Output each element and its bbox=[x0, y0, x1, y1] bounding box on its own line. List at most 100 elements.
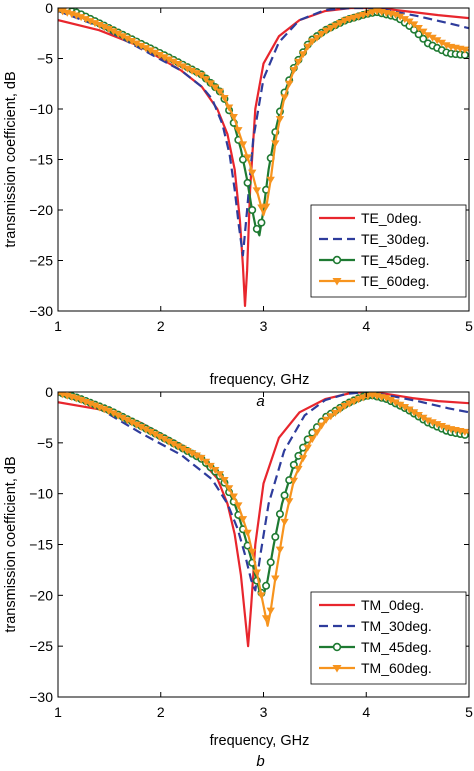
data-point bbox=[428, 34, 437, 42]
x-tick-label: 4 bbox=[362, 704, 370, 720]
data-point bbox=[192, 452, 201, 460]
x-tick-label: 5 bbox=[465, 318, 473, 334]
data-point bbox=[234, 127, 243, 135]
data-point bbox=[437, 422, 446, 430]
y-tick-label: −25 bbox=[29, 253, 53, 269]
legend-label: TM_30deg. bbox=[361, 618, 432, 634]
data-point bbox=[317, 422, 326, 430]
data-point bbox=[211, 466, 220, 474]
legend: TE_0deg. TE_30deg. TE_45deg. TE_60deg. bbox=[310, 204, 467, 298]
data-point bbox=[86, 400, 95, 408]
data-point bbox=[409, 409, 419, 417]
legend-entry: TM_0deg. bbox=[319, 597, 424, 613]
data-point bbox=[354, 396, 363, 404]
x-tick-label: 2 bbox=[157, 704, 165, 720]
y-axis-label: transmission coefficient, dB bbox=[3, 456, 19, 632]
data-point bbox=[123, 417, 132, 425]
data-point bbox=[289, 477, 299, 485]
data-point bbox=[127, 419, 137, 427]
data-point bbox=[460, 428, 469, 436]
panel-label: b bbox=[256, 753, 264, 770]
legend-marker bbox=[332, 642, 342, 652]
data-point bbox=[382, 394, 391, 402]
data-point bbox=[409, 21, 419, 29]
data-point bbox=[183, 65, 192, 73]
legend-label: TE_60deg. bbox=[361, 273, 430, 289]
data-point bbox=[192, 70, 201, 78]
data-point bbox=[303, 43, 312, 51]
data-point bbox=[58, 392, 62, 398]
series-TE_60deg. bbox=[58, 8, 469, 217]
legend-entry: TM_60deg. bbox=[319, 660, 432, 676]
data-point bbox=[238, 155, 247, 164]
x-axis-label: frequency, GHz bbox=[210, 733, 310, 749]
data-point bbox=[76, 397, 86, 405]
y-tick-label: −25 bbox=[29, 638, 53, 654]
data-point bbox=[141, 45, 151, 53]
data-point bbox=[271, 532, 280, 541]
data-point bbox=[308, 436, 317, 444]
data-point bbox=[104, 408, 114, 416]
data-point bbox=[275, 116, 285, 124]
data-point bbox=[266, 607, 275, 615]
data-point bbox=[90, 402, 100, 410]
data-point bbox=[395, 13, 405, 21]
data-point bbox=[201, 76, 211, 84]
data-point bbox=[331, 22, 340, 30]
series-TE_45deg. bbox=[58, 8, 469, 237]
data-point bbox=[118, 414, 127, 422]
data-point bbox=[206, 462, 215, 470]
data-point bbox=[132, 40, 141, 48]
data-point bbox=[238, 141, 248, 149]
data-point bbox=[345, 400, 354, 408]
series-TM_60deg. bbox=[58, 392, 469, 627]
data-point bbox=[215, 88, 225, 96]
data-point bbox=[257, 218, 266, 227]
data-point bbox=[86, 18, 95, 26]
data-point bbox=[197, 72, 206, 80]
data-point bbox=[312, 34, 322, 42]
data-point bbox=[262, 581, 271, 590]
data-point bbox=[358, 11, 368, 19]
legend-label: TM_0deg. bbox=[361, 597, 424, 613]
x-tick-label: 4 bbox=[362, 318, 370, 334]
legend-entry: TE_0deg. bbox=[319, 210, 422, 226]
data-point bbox=[335, 406, 345, 414]
data-point bbox=[224, 104, 234, 112]
y-tick-label: −15 bbox=[29, 537, 53, 553]
data-point bbox=[123, 35, 132, 43]
legend-entry: TE_45deg. bbox=[319, 252, 430, 268]
legend-entry: TE_60deg. bbox=[319, 273, 430, 289]
data-point bbox=[243, 154, 252, 162]
data-point bbox=[405, 406, 414, 414]
data-point bbox=[201, 458, 211, 466]
data-point bbox=[391, 11, 400, 19]
data-point bbox=[432, 37, 442, 45]
data-point bbox=[113, 30, 123, 38]
legend-label: TM_60deg. bbox=[361, 660, 432, 676]
data-point bbox=[183, 447, 192, 455]
data-point bbox=[289, 67, 299, 75]
legend-label: TE_30deg. bbox=[361, 231, 430, 247]
legend-entry: TM_30deg. bbox=[319, 618, 432, 634]
data-point bbox=[368, 9, 377, 17]
data-point bbox=[428, 419, 437, 427]
data-point bbox=[405, 18, 414, 26]
data-point bbox=[294, 58, 303, 66]
data-point bbox=[187, 450, 197, 458]
data-point bbox=[127, 38, 137, 46]
y-tick-label: −5 bbox=[37, 435, 53, 451]
data-point bbox=[187, 67, 197, 75]
legend-entry: TM_45deg. bbox=[319, 639, 432, 655]
data-point bbox=[271, 140, 280, 148]
chart-a: 1 2 3 4 5 0 −5 −10 −15 −20 −25 −30 frequency, GHz tra… bbox=[3, 0, 473, 410]
data-point bbox=[275, 509, 284, 518]
x-axis-label: frequency, GHz bbox=[210, 372, 310, 388]
y-tick-label: 0 bbox=[45, 384, 53, 400]
data-point bbox=[437, 39, 446, 47]
data-point bbox=[266, 176, 275, 184]
data-point bbox=[340, 402, 349, 410]
data-point bbox=[150, 431, 160, 439]
data-point bbox=[275, 546, 285, 554]
data-point bbox=[266, 558, 275, 567]
